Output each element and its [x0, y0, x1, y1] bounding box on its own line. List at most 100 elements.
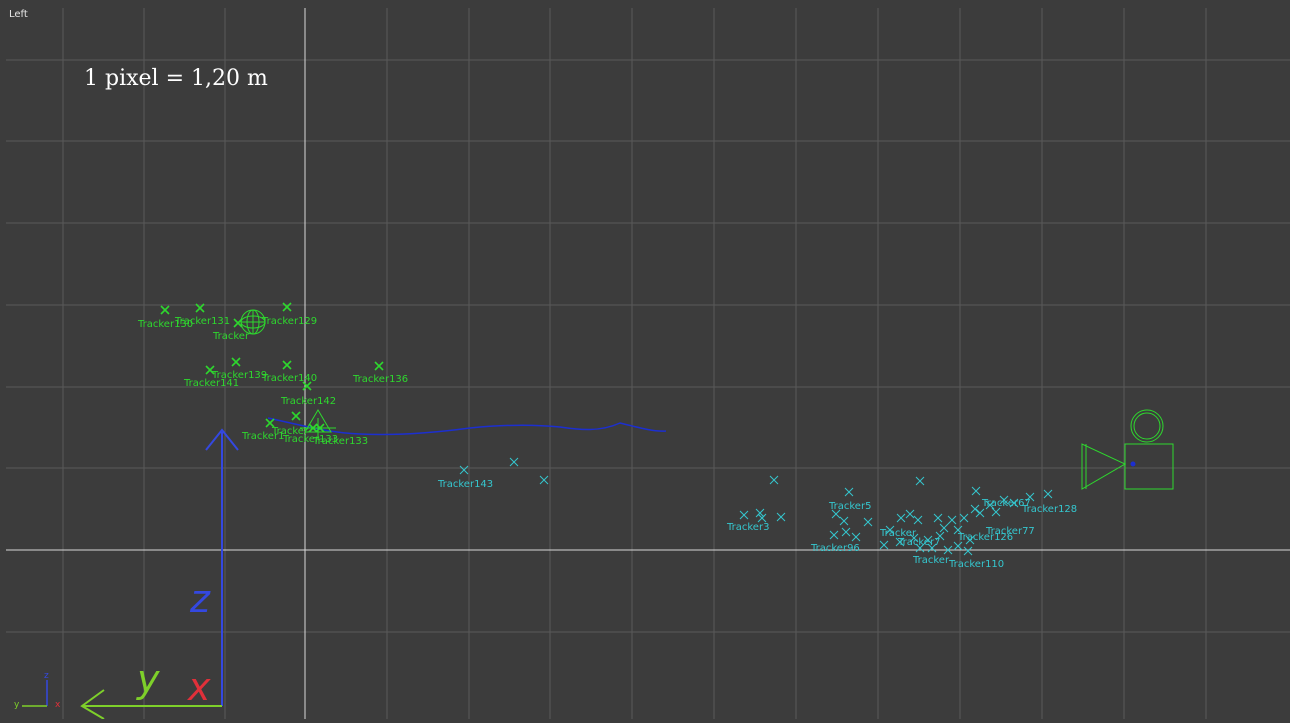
tracker-cross[interactable] [739, 510, 749, 520]
tracker-label-Tracker128: Tracker128 [1021, 504, 1077, 515]
tracker-label-Tracker-overlap: Tracker133 [282, 434, 338, 445]
tracker-cross[interactable] [991, 507, 1001, 517]
x-axis-label: x [187, 665, 211, 709]
tracker-cross[interactable] [935, 531, 945, 541]
tracker-cross[interactable] [841, 527, 851, 537]
cyan-tracker-layer: Tracker143 Tracker3 Tracker5 Tracker96 Track… [437, 457, 1077, 570]
tracker-cross[interactable] [943, 545, 953, 555]
camera-object[interactable] [1081, 409, 1174, 490]
tracker-cross[interactable] [933, 513, 943, 523]
axis-gizmo: z y x [80, 428, 239, 720]
tracker-cross[interactable] [923, 535, 933, 545]
tracker-cross[interactable] [915, 543, 925, 553]
tracker-cross[interactable] [879, 540, 889, 550]
tracker-label-Tracker129: Tracker129 [261, 316, 317, 327]
tracker-label-Tracker140: Tracker140 [261, 373, 317, 384]
tracker-cross[interactable] [851, 532, 861, 542]
z-arrow-head [205, 428, 239, 451]
tracker-label-Tracker141: Tracker141 [183, 378, 239, 389]
tracker-cross[interactable] [985, 500, 995, 510]
tracker-cross[interactable] [539, 475, 549, 485]
mini-z-label: z [44, 671, 49, 681]
tracker-label-Tracker77: Tracker77 [985, 526, 1035, 537]
tracker-cross[interactable] [909, 533, 919, 543]
tracker-label-Tracker110: Tracker110 [948, 559, 1004, 570]
tracker-cross[interactable] [282, 360, 292, 370]
tracker-cross[interactable] [265, 418, 275, 428]
tracker-cross[interactable] [863, 517, 873, 527]
tracker-cross[interactable] [844, 487, 854, 497]
tracker-cross[interactable] [1043, 489, 1053, 499]
tracker-cross[interactable] [971, 486, 981, 496]
tracker-cross[interactable] [308, 423, 318, 433]
tracker-cross[interactable] [963, 546, 973, 556]
tracker-cross[interactable] [905, 509, 915, 519]
tracker-label-Tracker5: Tracker5 [828, 501, 871, 512]
tracker-label-Tracker126: Tracker126 [957, 532, 1013, 543]
tracker-cross[interactable] [282, 302, 292, 312]
tracker-cross[interactable] [913, 515, 923, 525]
tracker-label-Tracker7: Tracker7 [897, 537, 940, 548]
tracker-cross[interactable] [302, 381, 312, 391]
tracker-cross[interactable] [927, 543, 937, 553]
tracker-cross[interactable] [231, 357, 241, 367]
viewport-name-label[interactable]: Left [9, 9, 28, 20]
tracker-label-Tracker1: Tracker1 [241, 431, 284, 442]
mini-x-label: x [55, 700, 61, 710]
tracker-label-Tracker67: Tracker67 [981, 498, 1031, 509]
tracker-label-Tracker143: Tracker143 [437, 479, 493, 490]
tracker-cross[interactable] [953, 541, 963, 551]
tracker-cross[interactable] [776, 512, 786, 522]
tracker-label-Tracker-cluster: Tracker [271, 426, 309, 437]
tracker-cross[interactable] [965, 535, 975, 545]
y-axis-label: y [136, 657, 160, 701]
tracker-cross[interactable] [755, 508, 765, 518]
sphere-object[interactable] [240, 309, 266, 335]
tracker-cross[interactable] [959, 513, 969, 523]
tracker-cross[interactable] [947, 515, 957, 525]
tracker-cross[interactable] [915, 476, 925, 486]
tracker-cross[interactable] [195, 303, 205, 313]
tracker-cross[interactable] [769, 475, 779, 485]
tracker-cross[interactable] [839, 516, 849, 526]
tracker-cross[interactable] [896, 513, 906, 523]
tracker-cross[interactable] [885, 525, 895, 535]
tracker-cross[interactable] [757, 513, 767, 523]
tracker-label-Tracker142: Tracker142 [280, 396, 336, 407]
camera-path[interactable] [267, 417, 667, 436]
tracker-label-Tracker133: Tracker133 [312, 436, 368, 447]
tracker-cross[interactable] [829, 530, 839, 540]
tracker-cross[interactable] [1025, 492, 1035, 502]
tracker-cross[interactable] [970, 504, 980, 514]
tracker-cross[interactable] [291, 411, 301, 421]
tracker-label-Tracker-mid: Tracker [879, 528, 917, 539]
tracker-label-Tracker96: Tracker96 [810, 543, 860, 554]
tracker-cross[interactable] [1009, 498, 1019, 508]
z-axis-label: z [189, 577, 211, 621]
mini-y-label: y [14, 700, 20, 710]
tracker-cross[interactable] [999, 495, 1009, 505]
tracker-cross[interactable] [205, 365, 215, 375]
tracker-cross[interactable] [160, 305, 170, 315]
tracker-label-Tracker136: Tracker136 [352, 374, 408, 385]
tracker-cross[interactable] [233, 318, 243, 328]
tracker-label-Tracker-bottom: Tracker [912, 555, 950, 566]
tracker-cross[interactable] [509, 457, 519, 467]
grid [6, 8, 1290, 719]
tracker-cross[interactable] [975, 508, 985, 518]
tracker-cross[interactable] [939, 523, 949, 533]
tracker-label-Tracker3: Tracker3 [726, 522, 769, 533]
tracker-cross[interactable] [459, 465, 469, 475]
tracker-label-Tracker130: Tracker130 [137, 319, 193, 330]
tracker-cross[interactable] [953, 525, 963, 535]
tracker-cross[interactable] [315, 423, 325, 433]
tracker-cross[interactable] [895, 537, 905, 547]
world-axes [6, 8, 1290, 719]
tracker-cross[interactable] [831, 509, 841, 519]
tracker-cross[interactable] [374, 361, 384, 371]
tracker-label-Tracker131: Tracker131 [174, 316, 230, 327]
